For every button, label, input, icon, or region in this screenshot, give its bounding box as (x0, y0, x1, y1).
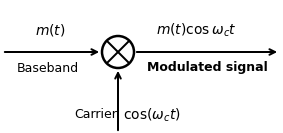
Text: $m(t)\mathrm{cos}\,\omega_c t$: $m(t)\mathrm{cos}\,\omega_c t$ (156, 21, 236, 39)
Text: Baseband: Baseband (17, 61, 79, 74)
Text: Carrier: Carrier (74, 109, 117, 122)
Text: $\cos(\omega_c t)$: $\cos(\omega_c t)$ (123, 106, 181, 124)
Text: Modulated signal: Modulated signal (147, 61, 267, 74)
Text: $m(t)$: $m(t)$ (35, 22, 65, 38)
